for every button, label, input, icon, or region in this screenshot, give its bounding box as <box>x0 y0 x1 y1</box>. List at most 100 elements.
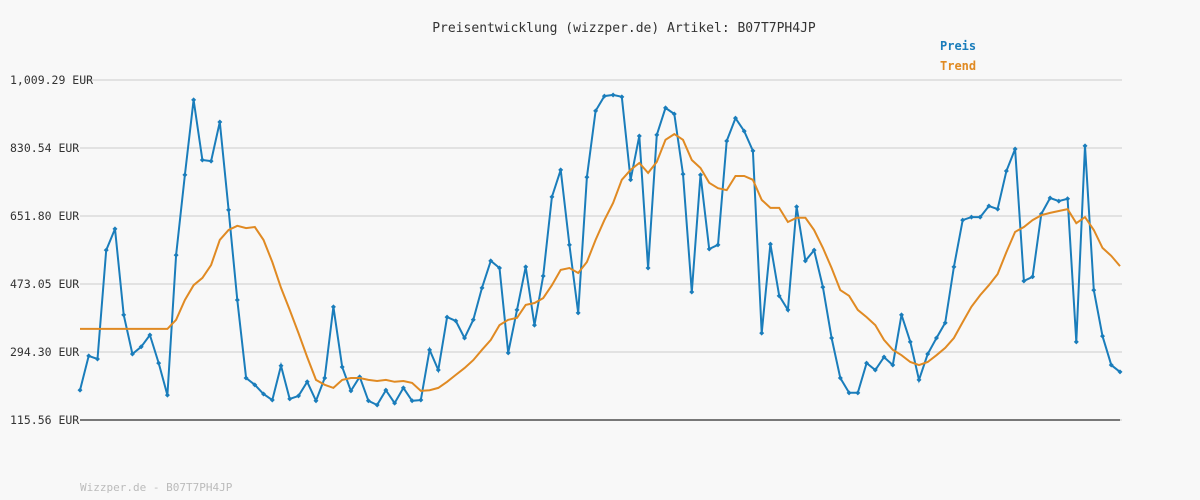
point-marker <box>846 390 852 396</box>
point-marker <box>750 148 756 154</box>
point-marker <box>1100 333 1106 339</box>
point-marker <box>505 350 511 356</box>
point-marker <box>147 332 153 338</box>
point-marker <box>435 367 441 373</box>
point-marker <box>636 133 642 139</box>
point-marker <box>330 304 336 310</box>
point-marker <box>173 252 179 258</box>
point-marker <box>217 119 223 125</box>
point-marker <box>129 351 135 357</box>
point-marker <box>1073 339 1079 345</box>
point-marker <box>759 330 765 336</box>
point-marker <box>706 246 712 252</box>
point-marker <box>1003 168 1009 174</box>
point-marker <box>558 167 564 173</box>
point-marker <box>112 226 118 232</box>
point-marker <box>1056 198 1062 204</box>
point-marker <box>732 115 738 121</box>
point-marker <box>794 204 800 210</box>
point-marker <box>348 388 354 394</box>
point-marker <box>1082 143 1088 149</box>
point-marker <box>584 174 590 180</box>
point-marker <box>1091 287 1097 293</box>
point-marker <box>103 247 109 253</box>
point-marker <box>164 392 170 398</box>
point-marker <box>479 285 485 291</box>
point-marker <box>610 92 616 98</box>
point-marker <box>645 265 651 271</box>
point-marker <box>628 177 634 183</box>
point-marker <box>680 171 686 177</box>
point-marker <box>698 172 704 178</box>
point-marker <box>925 351 931 357</box>
point-marker <box>724 138 730 144</box>
point-marker <box>785 307 791 313</box>
point-marker <box>304 379 310 385</box>
point-marker <box>409 398 415 404</box>
point-marker <box>968 214 974 220</box>
point-marker <box>715 242 721 248</box>
point-marker <box>199 157 205 163</box>
footer: Wizzper.de - B07T7PH4JP <box>80 481 233 494</box>
point-marker <box>986 203 992 209</box>
point-marker <box>899 312 905 318</box>
chart-title: Preisentwicklung (wizzper.de) Artikel: B… <box>432 21 816 36</box>
point-marker <box>295 393 301 399</box>
point-marker <box>977 214 983 220</box>
point-marker <box>374 402 380 408</box>
point-marker <box>418 397 424 403</box>
point-marker <box>226 207 232 213</box>
point-marker <box>383 387 389 393</box>
point-marker <box>566 242 572 248</box>
point-marker <box>549 194 555 200</box>
point-marker <box>470 317 476 323</box>
point-marker <box>811 247 817 253</box>
point-marker <box>243 375 249 381</box>
point-marker <box>488 258 494 264</box>
point-marker <box>523 264 529 270</box>
point-marker <box>392 400 398 406</box>
point-marker <box>400 385 406 391</box>
point-marker <box>907 339 913 345</box>
point-marker <box>916 377 922 383</box>
point-marker <box>514 307 520 313</box>
point-marker <box>313 398 319 404</box>
point-marker <box>767 241 773 247</box>
point-marker <box>776 293 782 299</box>
point-marker <box>593 108 599 114</box>
point-marker <box>802 258 808 264</box>
point-marker <box>121 312 127 318</box>
y-tick-label: 294.30 EUR <box>10 345 79 359</box>
point-marker <box>191 97 197 103</box>
point-marker <box>138 344 144 350</box>
point-marker <box>1012 146 1018 152</box>
point-marker <box>261 391 267 397</box>
point-marker <box>864 360 870 366</box>
point-marker <box>77 387 83 393</box>
point-marker <box>689 289 695 295</box>
point-marker <box>663 105 669 111</box>
point-marker <box>575 310 581 316</box>
y-tick-label: 830.54 EUR <box>10 141 79 155</box>
y-tick-label: 473.05 EUR <box>10 277 79 291</box>
point-marker <box>453 318 459 324</box>
point-marker <box>496 265 502 271</box>
point-marker <box>881 354 887 360</box>
y-tick-label: 115.56 EUR <box>10 413 79 427</box>
point-marker <box>933 335 939 341</box>
legend-label: Preis <box>940 39 976 53</box>
point-marker <box>872 367 878 373</box>
y-tick-label: 1,009.29 EUR <box>10 73 93 87</box>
point-marker <box>156 360 162 366</box>
point-marker <box>1047 195 1053 201</box>
point-marker <box>942 320 948 326</box>
point-marker <box>1108 362 1114 368</box>
point-marker <box>1117 369 1123 375</box>
point-marker <box>829 335 835 341</box>
point-marker <box>322 375 328 381</box>
point-marker <box>890 362 896 368</box>
point-marker <box>855 390 861 396</box>
point-marker <box>1065 196 1071 202</box>
